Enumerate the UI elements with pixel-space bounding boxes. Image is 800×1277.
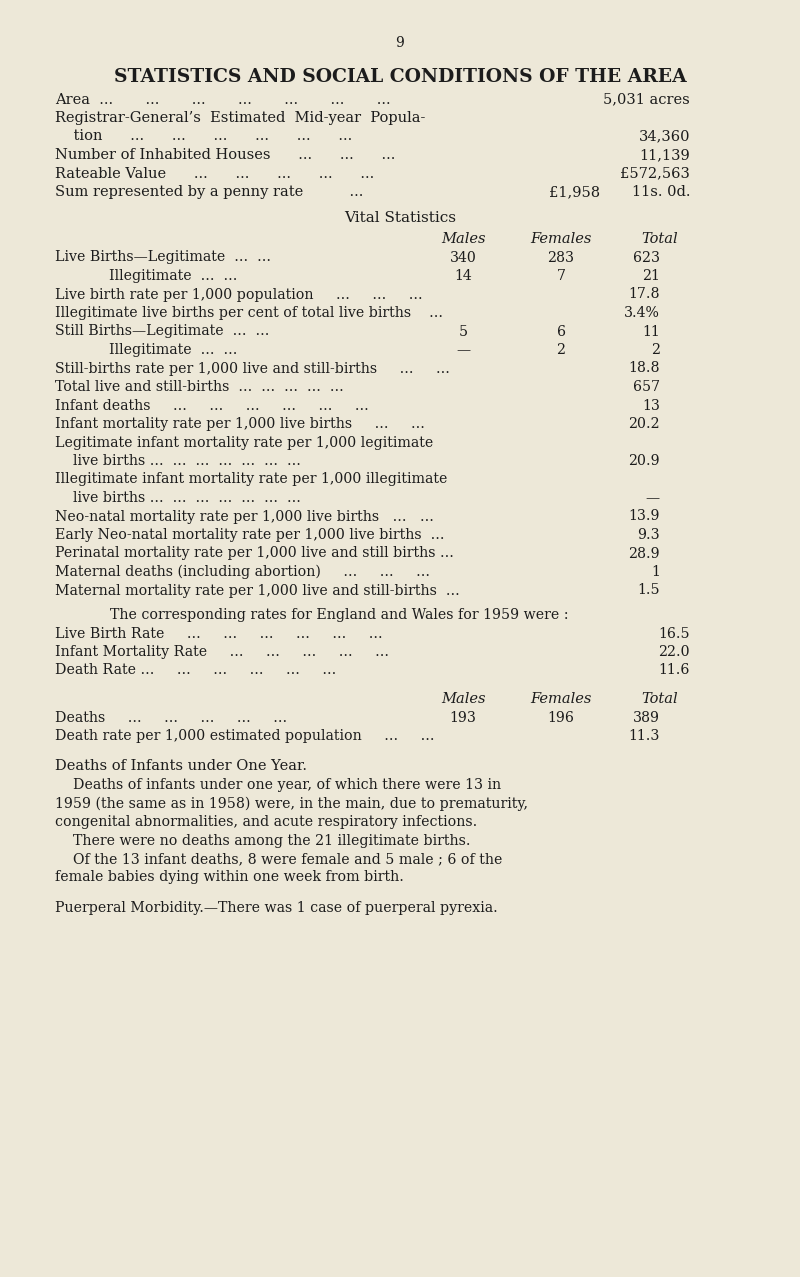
Text: congenital abnormalities, and acute respiratory infections.: congenital abnormalities, and acute resp… <box>55 815 478 829</box>
Text: There were no deaths among the 21 illegitimate births.: There were no deaths among the 21 illegi… <box>55 834 470 848</box>
Text: 1959 (the same as in 1958) were, in the main, due to prematurity,: 1959 (the same as in 1958) were, in the … <box>55 797 528 811</box>
Text: 21: 21 <box>642 269 660 283</box>
Text: Rateable Value      ...      ...      ...      ...      ...: Rateable Value ... ... ... ... ... <box>55 166 374 180</box>
Text: Maternal deaths (including abortion)     ...     ...     ...: Maternal deaths (including abortion) ...… <box>55 564 430 580</box>
Text: Illegitimate live births per cent of total live births    ...: Illegitimate live births per cent of tot… <box>55 306 443 321</box>
Text: 6: 6 <box>557 324 566 338</box>
Text: Puerperal Morbidity.—There was 1 case of puerperal pyrexia.: Puerperal Morbidity.—There was 1 case of… <box>55 902 498 916</box>
Text: 5: 5 <box>458 324 467 338</box>
Text: Deaths of Infants under One Year.: Deaths of Infants under One Year. <box>55 760 307 774</box>
Text: 22.0: 22.0 <box>658 645 690 659</box>
Text: Total: Total <box>642 232 678 246</box>
Text: Perinatal mortality rate per 1,000 live and still births ...: Perinatal mortality rate per 1,000 live … <box>55 547 454 561</box>
Text: 34,360: 34,360 <box>638 129 690 143</box>
Text: tion      ...      ...      ...      ...      ...      ...: tion ... ... ... ... ... ... <box>55 129 352 143</box>
Text: Illegitimate infant mortality rate per 1,000 illegitimate: Illegitimate infant mortality rate per 1… <box>55 472 447 487</box>
Text: Death Rate ...     ...     ...     ...     ...     ...: Death Rate ... ... ... ... ... ... <box>55 664 336 678</box>
Text: Still-births rate per 1,000 live and still-births     ...     ...: Still-births rate per 1,000 live and sti… <box>55 361 450 375</box>
Text: Live Births—Legitimate  ...  ...: Live Births—Legitimate ... ... <box>55 250 271 264</box>
Text: 13.9: 13.9 <box>629 510 660 524</box>
Text: Deaths     ...     ...     ...     ...     ...: Deaths ... ... ... ... ... <box>55 710 287 724</box>
Text: 389: 389 <box>633 710 660 724</box>
Text: 13: 13 <box>642 398 660 412</box>
Text: The corresponding rates for England and Wales for 1959 were :: The corresponding rates for England and … <box>110 608 569 622</box>
Text: Females: Females <box>530 692 592 706</box>
Text: live births ...  ...  ...  ...  ...  ...  ...: live births ... ... ... ... ... ... ... <box>55 455 301 467</box>
Text: Legitimate infant mortality rate per 1,000 legitimate: Legitimate infant mortality rate per 1,0… <box>55 435 434 450</box>
Text: 11.6: 11.6 <box>658 664 690 678</box>
Text: Of the 13 infant deaths, 8 were female and 5 male ; 6 of the: Of the 13 infant deaths, 8 were female a… <box>55 852 502 866</box>
Text: 2: 2 <box>557 344 566 358</box>
Text: STATISTICS AND SOCIAL CONDITIONS OF THE AREA: STATISTICS AND SOCIAL CONDITIONS OF THE … <box>114 68 686 86</box>
Text: Live Birth Rate     ...     ...     ...     ...     ...     ...: Live Birth Rate ... ... ... ... ... ... <box>55 627 382 641</box>
Text: Early Neo-natal mortality rate per 1,000 live births  ...: Early Neo-natal mortality rate per 1,000… <box>55 527 445 541</box>
Text: 1.5: 1.5 <box>638 584 660 598</box>
Text: 20.2: 20.2 <box>628 418 660 432</box>
Text: 9: 9 <box>396 36 404 50</box>
Text: Number of Inhabited Houses      ...      ...      ...: Number of Inhabited Houses ... ... ... <box>55 148 395 162</box>
Text: Infant Mortality Rate     ...     ...     ...     ...     ...: Infant Mortality Rate ... ... ... ... ..… <box>55 645 389 659</box>
Text: 2: 2 <box>651 344 660 358</box>
Text: Illegitimate  ...  ...: Illegitimate ... ... <box>55 269 238 283</box>
Text: —: — <box>456 344 470 358</box>
Text: Infant mortality rate per 1,000 live births     ...     ...: Infant mortality rate per 1,000 live bir… <box>55 418 425 432</box>
Text: 11,139: 11,139 <box>639 148 690 162</box>
Text: 3.4%: 3.4% <box>624 306 660 321</box>
Text: 1: 1 <box>651 564 660 578</box>
Text: 623: 623 <box>633 250 660 264</box>
Text: female babies dying within one week from birth.: female babies dying within one week from… <box>55 871 404 885</box>
Text: live births ...  ...  ...  ...  ...  ...  ...: live births ... ... ... ... ... ... ... <box>55 490 301 504</box>
Text: 11.3: 11.3 <box>629 729 660 743</box>
Text: 11s. 0d.: 11s. 0d. <box>631 185 690 199</box>
Text: 18.8: 18.8 <box>629 361 660 375</box>
Text: 193: 193 <box>450 710 477 724</box>
Text: 11: 11 <box>642 324 660 338</box>
Text: Total: Total <box>642 692 678 706</box>
Text: 283: 283 <box>547 250 574 264</box>
Text: Sum represented by a penny rate          ...: Sum represented by a penny rate ... <box>55 185 363 199</box>
Text: 657: 657 <box>633 381 660 395</box>
Text: 7: 7 <box>557 269 566 283</box>
Text: Registrar-General’s  Estimated  Mid-year  Popula-: Registrar-General’s Estimated Mid-year P… <box>55 111 426 125</box>
Text: Vital Statistics: Vital Statistics <box>344 212 456 226</box>
Text: Illegitimate  ...  ...: Illegitimate ... ... <box>55 344 238 358</box>
Text: Total live and still-births  ...  ...  ...  ...  ...: Total live and still-births ... ... ... … <box>55 381 344 395</box>
Text: 196: 196 <box>547 710 574 724</box>
Text: Infant deaths     ...     ...     ...     ...     ...     ...: Infant deaths ... ... ... ... ... ... <box>55 398 369 412</box>
Text: Maternal mortality rate per 1,000 live and still-births  ...: Maternal mortality rate per 1,000 live a… <box>55 584 460 598</box>
Text: Live birth rate per 1,000 population     ...     ...     ...: Live birth rate per 1,000 population ...… <box>55 287 422 301</box>
Text: Females: Females <box>530 232 592 246</box>
Text: 9.3: 9.3 <box>638 527 660 541</box>
Text: 17.8: 17.8 <box>629 287 660 301</box>
Text: Neo-natal mortality rate per 1,000 live births   ...   ...: Neo-natal mortality rate per 1,000 live … <box>55 510 434 524</box>
Text: Males: Males <box>441 232 486 246</box>
Text: 28.9: 28.9 <box>628 547 660 561</box>
Text: —: — <box>646 490 660 504</box>
Text: Still Births—Legitimate  ...  ...: Still Births—Legitimate ... ... <box>55 324 270 338</box>
Text: 14: 14 <box>454 269 472 283</box>
Text: 16.5: 16.5 <box>658 627 690 641</box>
Text: 340: 340 <box>450 250 477 264</box>
Text: Males: Males <box>441 692 486 706</box>
Text: Area  ...       ...       ...       ...       ...       ...       ...: Area ... ... ... ... ... ... ... <box>55 92 390 106</box>
Text: Death rate per 1,000 estimated population     ...     ...: Death rate per 1,000 estimated populatio… <box>55 729 434 743</box>
Text: 20.9: 20.9 <box>628 455 660 467</box>
Text: £572,563: £572,563 <box>620 166 690 180</box>
Text: £1,958: £1,958 <box>549 185 600 199</box>
Text: Deaths of infants under one year, of which there were 13 in: Deaths of infants under one year, of whi… <box>55 778 501 792</box>
Text: 5,031 acres: 5,031 acres <box>603 92 690 106</box>
